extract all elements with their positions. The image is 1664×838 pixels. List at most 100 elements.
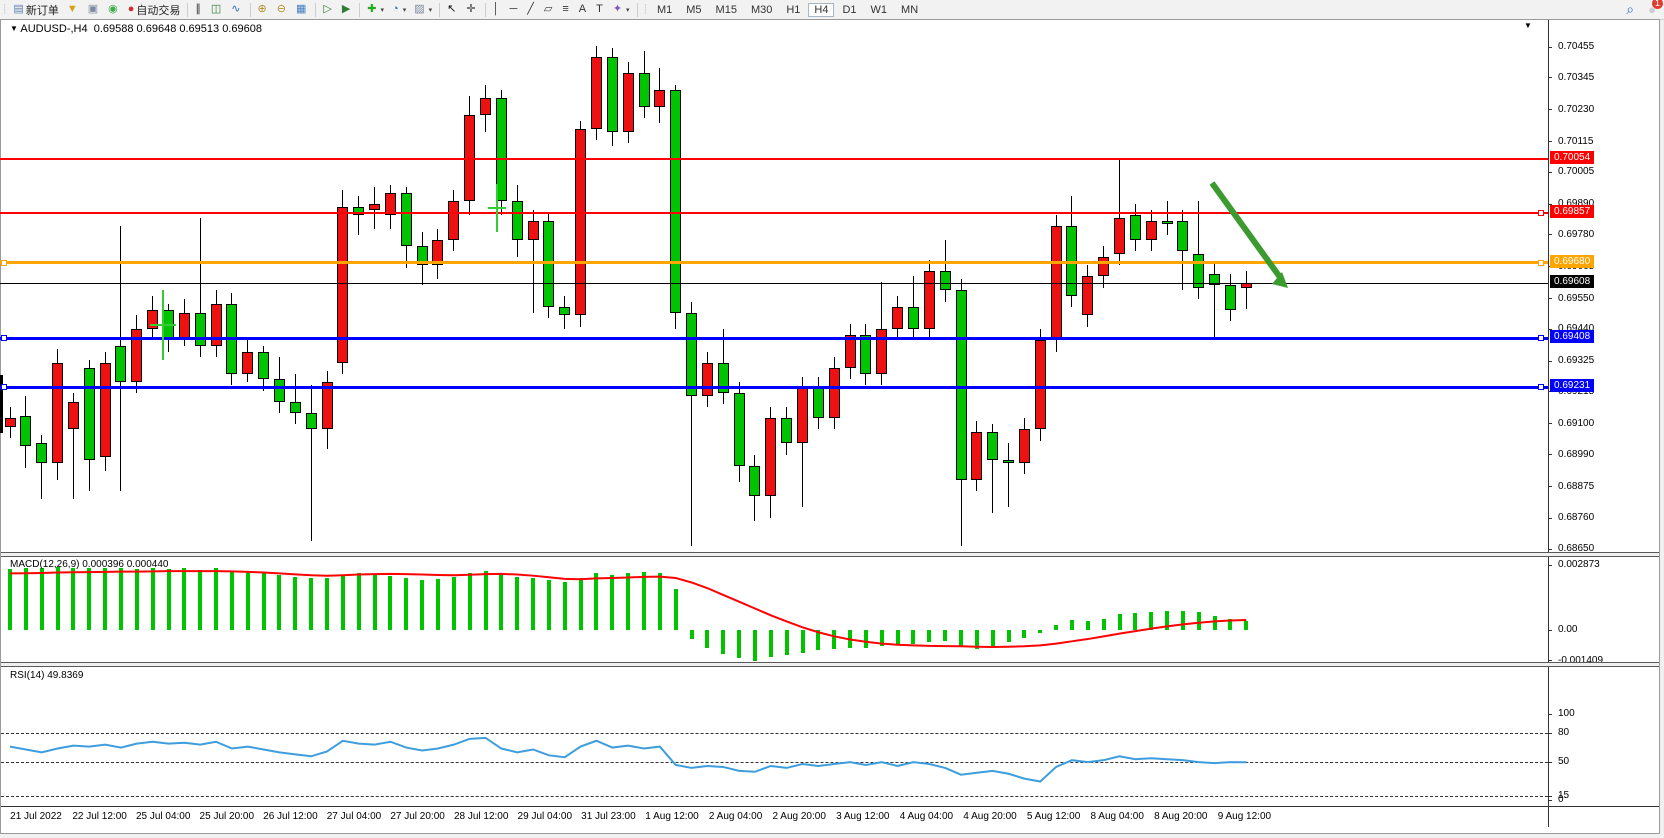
scroll-end-marker[interactable]: ▼ xyxy=(1524,21,1532,30)
price-tick-label: 0.70455 xyxy=(1558,41,1595,52)
zoom-out-button[interactable]: ⊖ xyxy=(273,3,292,16)
time-axis-label: 5 Aug 12:00 xyxy=(1026,811,1081,822)
monitor-button[interactable]: ▣ xyxy=(84,3,104,16)
support-line-1-right-handle[interactable] xyxy=(1538,335,1544,342)
main-macd-splitter[interactable] xyxy=(1,552,1659,557)
candle-body xyxy=(812,387,824,419)
support-line-1[interactable] xyxy=(0,336,1548,340)
time-axis-label: 4 Aug 20:00 xyxy=(963,811,1017,822)
timeframe-d1-button[interactable]: D1 xyxy=(842,3,857,16)
resistance-line-1[interactable] xyxy=(0,157,1548,160)
macd-histogram-bar xyxy=(1149,611,1154,630)
vertical-line-button[interactable]: │ xyxy=(489,3,506,16)
funnel-button[interactable]: ▼ xyxy=(63,3,84,16)
bar-chart-button[interactable]: ∥ xyxy=(191,3,207,16)
macd-rsi-splitter[interactable] xyxy=(1,662,1659,667)
pivot-line[interactable] xyxy=(0,261,1548,265)
line-chart-button[interactable]: ∿ xyxy=(227,3,246,16)
timeframe-w1-button[interactable]: W1 xyxy=(870,3,888,16)
pivot-line-left-handle[interactable] xyxy=(1,259,7,266)
macd-histogram-bar xyxy=(768,630,773,658)
pivot-line-right-handle[interactable] xyxy=(1538,259,1544,266)
green-cross-marker-2 xyxy=(488,207,506,209)
resistance-line-2[interactable] xyxy=(0,212,1548,215)
timeframe-h1-button[interactable]: H1 xyxy=(786,3,801,16)
candle-body xyxy=(305,412,317,430)
macd-histogram-bar xyxy=(863,630,868,648)
macd-histogram-bar xyxy=(467,573,472,630)
chart-autoscroll-button[interactable]: ▶ xyxy=(338,3,356,16)
macd-label: MACD(12,26,9) 0.000396 0.000440 xyxy=(10,559,169,570)
rsi-axis-label: 50 xyxy=(1558,756,1570,767)
price-tick-mark xyxy=(1548,234,1552,236)
price-tick-label: 0.68875 xyxy=(1558,480,1595,492)
candle-body xyxy=(210,304,222,347)
rsi-axis-tick-mark xyxy=(1548,761,1552,763)
candlestick-button[interactable]: ◫ xyxy=(207,3,227,16)
text-button[interactable]: A xyxy=(575,3,592,16)
timeframe-m5-button[interactable]: M5 xyxy=(686,3,702,16)
timeframe-mn-button[interactable]: MN xyxy=(901,3,919,16)
timeframe-h4-button[interactable]: H4 xyxy=(808,2,835,17)
fibonacci-icon: ≡ xyxy=(562,3,569,15)
timeframe-m1-button[interactable]: M1 xyxy=(656,3,673,16)
price-tick-mark xyxy=(1548,77,1552,79)
support-line-2-right-handle[interactable] xyxy=(1538,384,1544,391)
new-order-button[interactable]: ▤ 新订单 xyxy=(9,1,62,19)
crosshair-button[interactable]: ✛ xyxy=(462,3,481,16)
resistance-line-2-right-handle[interactable] xyxy=(1538,210,1544,217)
autotrade-button[interactable]: ● 自动交易 xyxy=(124,1,185,19)
templates-button[interactable]: ▨ ▾ xyxy=(410,3,436,16)
rsi-axis-label: 100 xyxy=(1558,708,1575,719)
indicators-button[interactable]: ✚ ▾ xyxy=(363,3,388,16)
channel-button[interactable]: ▱ xyxy=(540,3,558,16)
price-tick-mark xyxy=(1548,423,1552,425)
fibonacci-button[interactable]: ≡ xyxy=(558,3,574,16)
new-order-icon: ▤ xyxy=(13,3,24,15)
timeframe-m15-button[interactable]: M15 xyxy=(715,3,737,16)
tile-windows-button[interactable]: ▦ xyxy=(292,3,312,16)
periods-button[interactable]: ◔ ▾ xyxy=(388,3,410,16)
trendline-button[interactable]: ╱ xyxy=(523,3,540,16)
candle-body xyxy=(1145,220,1157,241)
chart-shift-button[interactable]: ▷ xyxy=(319,3,337,16)
macd-histogram-bar xyxy=(879,630,884,647)
line-chart-icon: ∿ xyxy=(231,3,241,15)
main-toolbar: ┊ ▤ 新订单 ▼ ▣ ◉ ● 自动交易 ∥ ◫ ∿ ⊕ ⊖ ▦ ▷ ▶ ✚ ▾ ◔ ▾ ▨ ▾ ↖ ✛ │ ─ ╱ ▱ ≡ A T ✦ ▾ ┊ M… xyxy=(0,0,1664,20)
macd-histogram-bar xyxy=(214,568,219,630)
horizontal-line-button[interactable]: ─ xyxy=(505,3,523,16)
macd-histogram-bar xyxy=(705,630,710,649)
time-axis-label: 25 Jul 04:00 xyxy=(135,811,191,822)
vertical-line-icon: │ xyxy=(492,3,500,15)
support-line-1-left-handle[interactable] xyxy=(1,335,7,342)
support-line-2[interactable] xyxy=(0,385,1548,389)
time-axis-label: 3 Aug 12:00 xyxy=(836,811,890,822)
candle-wick xyxy=(1008,443,1010,508)
time-axis-label: 1 Aug 12:00 xyxy=(645,811,699,822)
notification-badge: 1 xyxy=(1652,0,1663,9)
signal-button[interactable]: ◉ xyxy=(104,3,124,16)
chart-window[interactable] xyxy=(0,19,1660,834)
search-icon[interactable]: ⌕ xyxy=(1626,1,1635,17)
arrows-button[interactable]: ✦ ▾ xyxy=(609,3,634,16)
time-axis-label: 22 Jul 12:00 xyxy=(72,811,127,822)
candle-body xyxy=(1177,220,1189,252)
chat-icon[interactable]: ● 1 xyxy=(1648,0,1663,17)
candle-body xyxy=(495,98,507,202)
label-button[interactable]: T xyxy=(592,3,609,16)
time-axis-label: 4 Aug 04:00 xyxy=(899,811,954,822)
timeframe-m30-button[interactable]: M30 xyxy=(750,3,773,16)
macd-histogram-bar xyxy=(435,579,440,630)
chart-collapse-icon[interactable]: ▼ xyxy=(10,24,18,33)
macd-histogram-bar xyxy=(118,568,123,630)
macd-histogram-bar xyxy=(261,573,266,630)
candle-wick xyxy=(294,373,296,424)
toolbar-grip: ┊ xyxy=(642,4,648,14)
candle-body xyxy=(1161,220,1173,224)
cursor-button[interactable]: ↖ xyxy=(443,3,462,16)
autotrade-label: 自动交易 xyxy=(136,4,181,17)
time-axis-label: 2 Aug 20:00 xyxy=(772,811,826,822)
zoom-in-button[interactable]: ⊕ xyxy=(254,3,273,16)
macd-histogram-bar xyxy=(911,630,916,645)
support-line-2-left-handle[interactable] xyxy=(1,384,7,391)
